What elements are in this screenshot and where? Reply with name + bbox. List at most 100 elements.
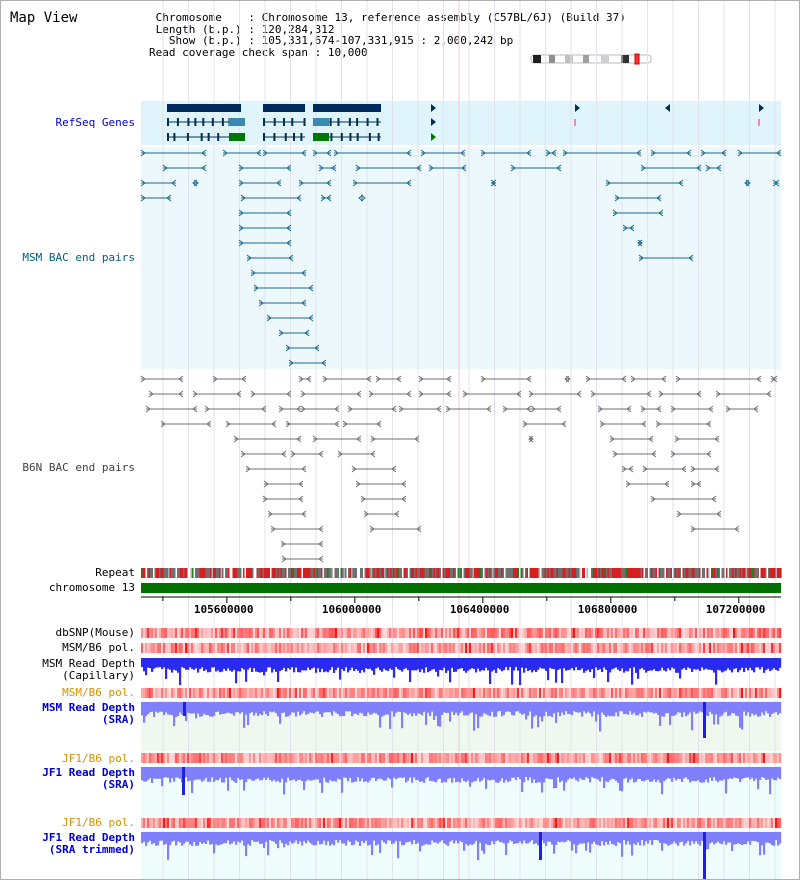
track-label-jf1-depth-trimmed[interactable]: JF1 Read Depth (SRA trimmed) [42, 831, 135, 856]
track-label-msm-depth-capillary[interactable]: MSM Read Depth (Capillary) [42, 657, 135, 682]
repeat-segment [364, 568, 367, 578]
jf1-pol-heat-cell [557, 753, 560, 763]
msm-pol-heat-cell [693, 643, 696, 653]
dbsnp-heat-cell [625, 628, 628, 638]
jf1-pol2-heat-cell [689, 818, 692, 828]
msm-pol-heat-cell [627, 643, 630, 653]
msm-bac-pair-end [428, 164, 434, 172]
msm-cap-depth-bar [739, 658, 742, 671]
msm-cap-depth-bar [503, 658, 506, 670]
msm-cap-depth-bar [451, 658, 454, 668]
msm-cap-depth-bar [425, 658, 428, 668]
jf1-pol2-heat-cell [667, 818, 670, 828]
msm-sra-depth-bar [225, 702, 228, 714]
msm-pol-heat-cell [365, 643, 368, 653]
jf1-pol-heat-cell [379, 753, 382, 763]
dbsnp-heat-cell [747, 628, 750, 638]
jf1-trim-depth-bar [371, 832, 374, 856]
jf1-pol-heat-cell [617, 753, 620, 763]
jf1-pol-heat-cell [583, 753, 586, 763]
dbsnp-heat-cell [519, 628, 522, 638]
dbsnp-heat-cell [771, 628, 774, 638]
dbsnp-heat-cell [495, 628, 498, 638]
msm-cap-depth-bar [269, 658, 272, 668]
dbsnp-heat-cell [397, 628, 400, 638]
dbsnp-heat-cell [321, 628, 324, 638]
jf1-pol2-heat-cell [187, 818, 190, 828]
repeat-segment [472, 568, 475, 578]
jf1-pol2-heat-cell [559, 818, 562, 828]
track-label-dbsnp[interactable]: dbSNP(Mouse) [55, 626, 135, 639]
repeat-segment [309, 568, 311, 578]
msm-pol-heat-cell [575, 643, 578, 653]
b6n-bac-pair-end [233, 435, 239, 443]
jf1-pol2-heat-cell [433, 818, 436, 828]
chromosome-ideogram[interactable] [529, 53, 653, 65]
dbsnp-heat-cell [667, 628, 670, 638]
jf1-pol-heat-cell [449, 753, 452, 763]
repeat-segment [651, 568, 653, 578]
msm-cap-depth-bar [431, 658, 434, 670]
msm-cap-depth-bar [547, 658, 550, 681]
jf1-pol2-heat-cell [771, 818, 774, 828]
b6n-bac-pair-end [661, 375, 667, 383]
msm-pol-heat-cell [555, 643, 558, 653]
refseq-exon [291, 118, 294, 126]
jf1-trim-depth-bar [357, 832, 360, 842]
jf1-trim-depth-bar [581, 832, 584, 844]
jf1-pol2-heat-cell [267, 818, 270, 828]
jf1-depth-bar [689, 767, 692, 783]
jf1-depth-bar [219, 767, 222, 778]
jf1-pol-heat-cell [147, 753, 150, 763]
repeat-segment [681, 568, 683, 578]
repeat-segment [639, 568, 641, 578]
jf1-pol-heat-cell [729, 753, 732, 763]
msm-pol2-heat-cell [277, 688, 280, 698]
jf1-pol2-heat-cell [213, 818, 216, 828]
msm-pol-heat-cell [229, 643, 232, 653]
jf1-trim-depth-bar [541, 832, 544, 841]
track-label-chromosome[interactable]: chromosome 13 [48, 581, 135, 594]
track-label-refseq[interactable]: RefSeq Genes [55, 116, 135, 129]
track-label-msm-bac[interactable]: MSM BAC end pairs [22, 251, 135, 264]
jf1-depth-bar [211, 767, 214, 778]
repeat-segment [504, 568, 506, 578]
repeat-segment [274, 568, 277, 578]
track-label-msm-b6-pol-2[interactable]: MSM/B6 pol. [62, 686, 135, 699]
jf1-pol2-heat-cell [453, 818, 456, 828]
jf1-depth-bar [197, 767, 200, 780]
dbsnp-heat-cell [245, 628, 248, 638]
track-label-msm-depth-sra[interactable]: MSM Read Depth (SRA) [42, 701, 135, 726]
jf1-depth-bar [607, 767, 610, 783]
track-label-jf1-depth[interactable]: JF1 Read Depth (SRA) [42, 766, 135, 791]
repeat-segment [577, 568, 580, 578]
b6n-bac-pair-end [650, 495, 656, 503]
jf1-depth-bar [527, 767, 530, 781]
repeat-segment [190, 568, 193, 578]
map-view-title: Map View [10, 10, 78, 26]
jf1-pol2-heat-cell [665, 818, 668, 828]
track-label-repeat[interactable]: Repeat [95, 566, 135, 579]
dbsnp-heat-cell [155, 628, 158, 638]
jf1-trim-depth-bar [381, 832, 384, 841]
track-label-b6n-bac[interactable]: B6N BAC end pairs [22, 461, 135, 474]
track-label-jf1-pol-1[interactable]: JF1/B6 pol. [62, 752, 135, 765]
msm-pol2-heat-cell [497, 688, 500, 698]
track-label-jf1-pol-2[interactable]: JF1/B6 pol. [62, 816, 135, 829]
repeat-segment [607, 568, 610, 578]
jf1-pol-heat-cell [677, 753, 680, 763]
jf1-pol2-heat-cell [155, 818, 158, 828]
dbsnp-heat-cell [431, 628, 434, 638]
repeat-segment [546, 568, 548, 578]
msm-pol2-heat-cell [463, 688, 466, 698]
repeat-segment [232, 568, 235, 578]
b6n-bac-pair-end [296, 435, 302, 443]
repeat-segment [637, 568, 640, 578]
track-label-msm-b6-pol-1[interactable]: MSM/B6 pol. [62, 641, 135, 654]
msm-pol-heat-cell [681, 643, 684, 653]
jf1-pol-heat-cell [395, 753, 398, 763]
dbsnp-heat-cell [401, 628, 404, 638]
msm-pol2-heat-cell [461, 688, 464, 698]
msm-pol-heat-cell [753, 643, 756, 653]
